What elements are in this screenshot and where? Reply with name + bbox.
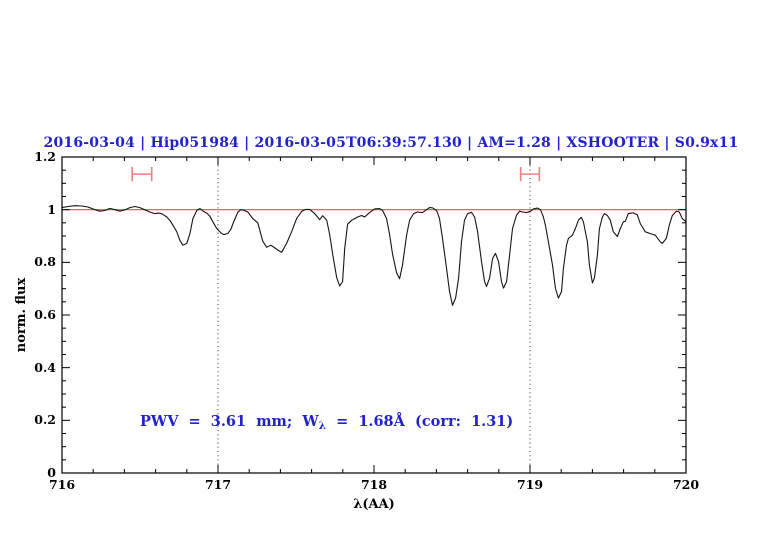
pwv-annotation-prefix: PWV = 3.61 mm; W xyxy=(140,413,319,430)
y-tick-label: 0.2 xyxy=(34,412,56,428)
y-tick-label: 1.2 xyxy=(34,149,56,164)
y-tick-label: 1 xyxy=(47,201,56,217)
spectrum-line xyxy=(61,205,687,306)
x-tick-label: 717 xyxy=(204,477,232,492)
x-tick-label: 719 xyxy=(516,477,544,492)
x-tick-label: 720 xyxy=(672,477,700,492)
plot-title: 2016-03-04 | Hip051984 | 2016-03-05T06:3… xyxy=(43,135,739,151)
y-tick-label: 0 xyxy=(47,465,56,480)
pwv-annotation-suffix: = 1.68Å (corr: 1.31) xyxy=(325,413,514,430)
y-tick-label: 0.8 xyxy=(34,254,56,270)
x-tick-label: 718 xyxy=(360,477,388,492)
plot-frame xyxy=(61,156,687,474)
error-bar xyxy=(131,167,153,182)
x-tick-label: 716 xyxy=(48,477,76,492)
error-bar xyxy=(519,167,541,182)
y-tick-label: 0.4 xyxy=(34,359,56,375)
y-tick-label: 0.6 xyxy=(34,307,56,322)
pwv-annotation: PWV = 3.61 mm; Wλ = 1.68Å (corr: 1.31) xyxy=(140,413,513,432)
pwv-annotation-subscript: λ xyxy=(318,420,326,432)
axis-ticks xyxy=(61,156,687,474)
x-axis-label: λ(AA) xyxy=(353,497,395,512)
